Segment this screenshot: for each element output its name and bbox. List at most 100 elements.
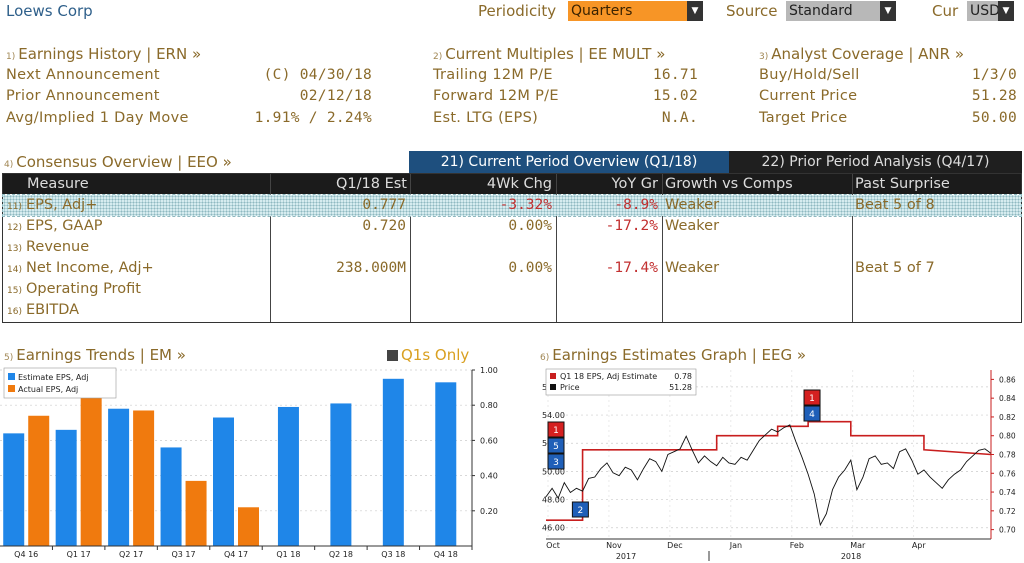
- col-past-surprise[interactable]: Past Surprise: [855, 176, 950, 192]
- avg-move-value: 1.91% / 2.24%: [254, 110, 372, 126]
- chevron-down-icon[interactable]: ▼: [880, 1, 896, 21]
- x-tick-label: Q4 16: [14, 550, 38, 559]
- event-markers: 1 5 3 2 1 4: [547, 389, 821, 518]
- y-tick-label: 0.80: [480, 401, 498, 410]
- growth-vs-comps: Weaker: [665, 218, 720, 234]
- measure-name: EBITDA: [25, 302, 80, 318]
- measure-name: EPS, GAAP: [25, 218, 103, 234]
- x-month-label: Dec: [667, 541, 682, 550]
- legend-label-estimate: Estimate EPS, Adj: [18, 373, 89, 382]
- right-tick-label: 0.72: [999, 507, 1016, 516]
- bar-legend: Estimate EPS, Adj Actual EPS, Adj: [3, 367, 117, 399]
- x-tick-label: Q1 17: [67, 550, 91, 559]
- consensus-overview-link[interactable]: 4) Consensus Overview | EEO »: [4, 153, 232, 171]
- bar-actual: [238, 507, 259, 546]
- estimate-value: 238.000M: [336, 260, 406, 276]
- left-tick-label: 54.00: [542, 411, 565, 420]
- x-month-label: Mar: [850, 541, 866, 550]
- earnings-trends-link[interactable]: 5) Earnings Trends | EM »: [4, 346, 186, 364]
- marker-label: 4: [809, 410, 815, 420]
- periodicity-dropdown[interactable]: Quarters ▼: [568, 1, 703, 21]
- currency-label: Cur: [932, 2, 959, 20]
- est-ltg-value: N.A.: [661, 110, 698, 126]
- source-dropdown[interactable]: Standard ▼: [786, 1, 896, 21]
- x-month-label: Oct: [546, 541, 560, 550]
- growth-vs-comps: Weaker: [665, 197, 720, 213]
- marker-box: [803, 389, 821, 406]
- col-growth-vs-comps[interactable]: Growth vs Comps: [665, 176, 793, 192]
- forward-pe-label: Forward 12M P/E: [433, 88, 559, 104]
- tab-prior-period[interactable]: 22) Prior Period Analysis (Q4/17): [729, 151, 1022, 173]
- bar-actual: [185, 480, 207, 546]
- right-tick-label: 0.86: [999, 375, 1016, 384]
- legend-value-estimate: 0.78: [674, 372, 692, 381]
- row-number: 16): [7, 307, 22, 317]
- bar-actual: [133, 410, 155, 546]
- row-number: 15): [7, 286, 22, 296]
- earnings-estimates-chart: 46.0048.0050.0052.0054.0056.000.700.720.…: [542, 368, 1016, 561]
- right-tick-label: 0.80: [999, 432, 1016, 441]
- table-row[interactable]: 14) Net Income, Adj+ 238.000M 0.00% -17.4…: [3, 258, 1021, 279]
- y-tick-label: 0.60: [480, 436, 498, 445]
- source-value: Standard: [789, 3, 853, 19]
- marker-label: 1: [553, 426, 559, 436]
- q1s-only-toggle[interactable]: Q1s Only: [387, 346, 469, 364]
- current-price-value: 51.28: [971, 88, 1017, 104]
- tab-current-period[interactable]: 21) Current Period Overview (Q1/18): [409, 151, 729, 173]
- right-tick-label: 0.76: [999, 469, 1016, 478]
- table-row[interactable]: 16) EBITDA: [3, 300, 1021, 321]
- table-row[interactable]: 12) EPS, GAAP 0.720 0.00% -17.2% Weaker: [3, 216, 1021, 237]
- line-legend: Q1 18 EPS, Adj Estimate 0.78 Price 51.28: [545, 368, 697, 396]
- x-tick-label: Q3 18: [381, 550, 405, 559]
- col-yoy-growth[interactable]: YoY Gr: [611, 176, 658, 192]
- yoy-growth: -17.4%: [605, 260, 658, 276]
- periodicity-label: Periodicity: [478, 2, 557, 20]
- table-row[interactable]: 13) Revenue: [3, 237, 1021, 258]
- chevron-down-icon[interactable]: ▼: [687, 1, 703, 21]
- target-price-value: 50.00: [971, 110, 1017, 126]
- x-month-label: Nov: [606, 541, 622, 550]
- currency-value: USD: [970, 3, 1000, 19]
- analyst-coverage-link[interactable]: 3) Analyst Coverage | ANR »: [759, 45, 965, 63]
- column-divider: [662, 174, 663, 322]
- bar-marks: [3, 378, 457, 546]
- earnings-estimates-link[interactable]: 6) Earnings Estimates Graph | EEG »: [540, 346, 807, 364]
- left-tick-label: 48.00: [542, 496, 565, 505]
- legend-label-estimate: Q1 18 EPS, Adj Estimate: [560, 372, 657, 381]
- table-row[interactable]: 11) EPS, Adj+ 0.777 -3.32% -8.9% Weaker B…: [2, 194, 1022, 217]
- forward-pe-value: 15.02: [652, 88, 698, 104]
- marker-label: 2: [578, 506, 584, 516]
- legend-swatch-estimate: [8, 373, 15, 380]
- earnings-history-link[interactable]: 1) Earnings History | ERN »: [6, 45, 202, 63]
- estimate-value: 0.720: [362, 218, 406, 234]
- bar-grid: [0, 369, 472, 512]
- chevron-down-icon[interactable]: ▼: [998, 1, 1014, 21]
- buy-hold-sell-value: 1/3/0: [971, 67, 1017, 83]
- col-4wk-change[interactable]: 4Wk Chg: [486, 176, 552, 192]
- current-multiples-link[interactable]: 2) Current Multiples | EE MULT »: [433, 45, 666, 63]
- row-number: 12): [7, 223, 22, 233]
- prior-announcement-label: Prior Announcement: [6, 88, 160, 104]
- col-measure[interactable]: Measure: [27, 176, 89, 192]
- x-tick-label: Q3 17: [172, 550, 196, 559]
- price-line: [545, 424, 992, 527]
- currency-dropdown[interactable]: USD ▼: [967, 1, 1014, 21]
- column-divider: [270, 174, 271, 322]
- yoy-growth: -17.2%: [605, 218, 658, 234]
- four-week-change: 0.00%: [508, 218, 552, 234]
- table-row[interactable]: 15) Operating Profit: [3, 279, 1021, 300]
- next-announcement-label: Next Announcement: [6, 67, 160, 83]
- bar-actual: [80, 392, 102, 546]
- col-estimate[interactable]: Q1/18 Est: [336, 176, 407, 192]
- marker-box: [803, 405, 821, 422]
- trailing-pe-value: 16.71: [652, 67, 698, 83]
- checkbox-icon[interactable]: [387, 350, 398, 361]
- right-tick-label: 0.74: [999, 488, 1016, 497]
- line-marks: [545, 420, 992, 527]
- x-tick-label: Q2 18: [329, 550, 353, 559]
- x-year-label: 2017: [616, 552, 636, 561]
- marker-label: 1: [809, 394, 815, 404]
- source-label: Source: [726, 2, 778, 20]
- security-title: Loews Corp: [6, 2, 93, 20]
- y-tick-label: 0.40: [480, 472, 498, 481]
